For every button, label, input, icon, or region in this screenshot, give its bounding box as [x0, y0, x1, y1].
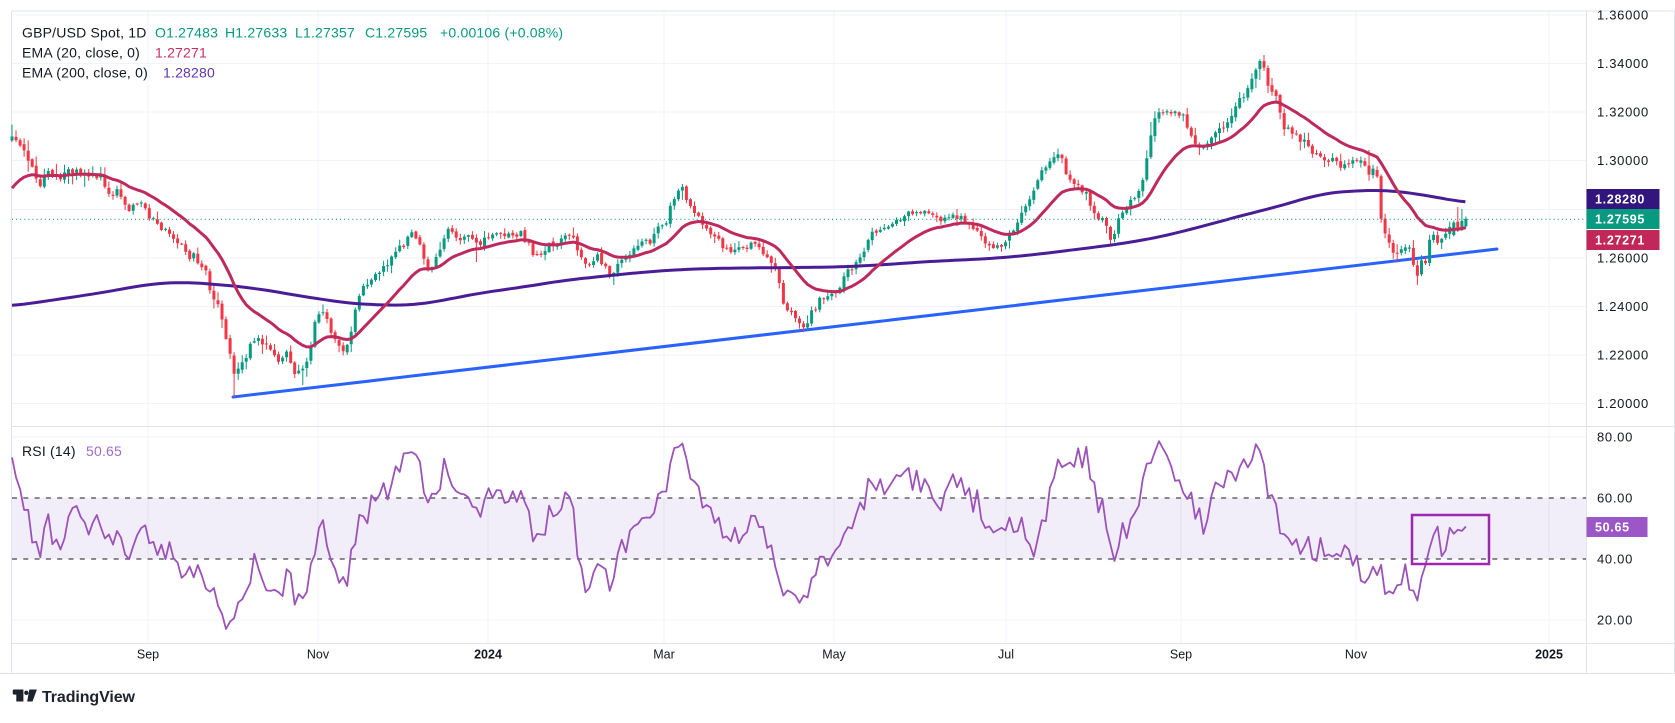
svg-text:EMA (200, close, 0): EMA (200, close, 0) [22, 65, 148, 81]
svg-text:1.27271: 1.27271 [155, 45, 207, 61]
svg-text:Mar: Mar [653, 648, 675, 662]
svg-text:+0.00106 (+0.08%): +0.00106 (+0.08%) [440, 25, 563, 41]
svg-text:RSI (14): RSI (14) [22, 443, 76, 459]
svg-text:1.34000: 1.34000 [1597, 56, 1649, 71]
svg-text:50.65: 50.65 [86, 443, 122, 459]
svg-text:C1.27595: C1.27595 [365, 25, 427, 41]
svg-text:EMA (20, close, 0): EMA (20, close, 0) [22, 45, 140, 61]
svg-text:1.28280: 1.28280 [163, 65, 215, 81]
svg-text:2025: 2025 [1535, 648, 1563, 662]
svg-text:60.00: 60.00 [1597, 491, 1633, 506]
svg-text:TradingView: TradingView [42, 689, 136, 706]
svg-text:1.27595: 1.27595 [1595, 213, 1645, 227]
svg-text:May: May [822, 648, 846, 662]
svg-text:Nov: Nov [1345, 648, 1368, 662]
svg-text:40.00: 40.00 [1597, 552, 1633, 567]
svg-text:1.20000: 1.20000 [1597, 396, 1649, 411]
svg-text:1.22000: 1.22000 [1597, 348, 1649, 363]
svg-text:Sep: Sep [1170, 648, 1192, 662]
svg-text:1.24000: 1.24000 [1597, 299, 1649, 314]
svg-text:1.28280: 1.28280 [1595, 193, 1645, 207]
svg-text:80.00: 80.00 [1597, 430, 1633, 445]
svg-text:1.30000: 1.30000 [1597, 153, 1649, 168]
svg-text:20.00: 20.00 [1597, 613, 1633, 628]
svg-text:1.32000: 1.32000 [1597, 105, 1649, 120]
svg-text:1.26000: 1.26000 [1597, 251, 1649, 266]
svg-text:O1.27483: O1.27483 [155, 25, 218, 41]
svg-text:1.36000: 1.36000 [1597, 8, 1649, 23]
svg-text:50.65: 50.65 [1595, 521, 1630, 535]
svg-text:Sep: Sep [137, 648, 159, 662]
svg-text:Jul: Jul [998, 648, 1014, 662]
svg-text:L1.27357: L1.27357 [295, 25, 355, 41]
svg-text:1.27271: 1.27271 [1595, 234, 1645, 248]
svg-text:2024: 2024 [474, 648, 502, 662]
svg-text:GBP/USD Spot, 1D: GBP/USD Spot, 1D [22, 25, 147, 41]
svg-text:H1.27633: H1.27633 [225, 25, 287, 41]
svg-text:Nov: Nov [307, 648, 330, 662]
